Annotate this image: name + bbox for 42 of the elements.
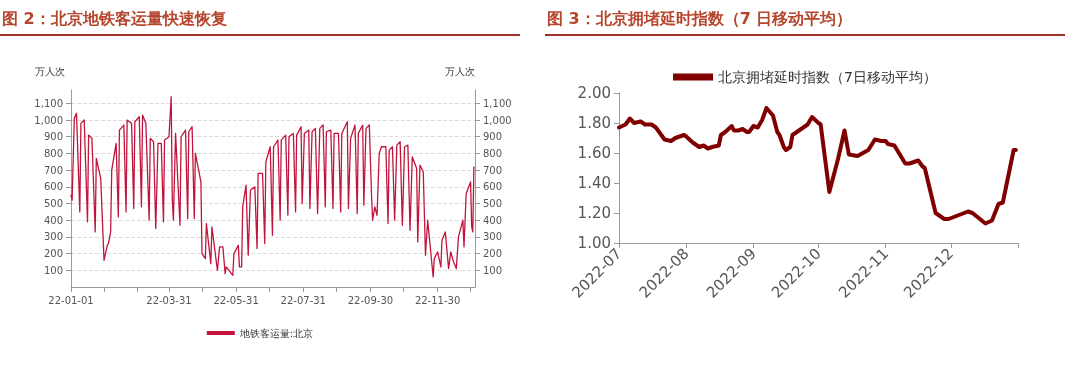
x-tick-label: 22-01-01: [48, 294, 94, 306]
x-tick-label: 22-03-31: [146, 294, 192, 306]
y-tick-label: 200: [43, 248, 63, 260]
x-tick-label: 22-05-31: [213, 294, 259, 306]
y-tick-label: 1.20: [577, 204, 611, 222]
y-tick-label: 500: [43, 198, 63, 210]
chart-title: 图 2：北京地铁客运量快速恢复: [0, 6, 520, 36]
y-tick-label: 1.40: [577, 174, 611, 192]
y-tick-label: 800: [43, 147, 63, 159]
y-tick-label: 1.60: [577, 144, 611, 162]
y2-tick-label: 400: [483, 214, 503, 226]
legend-label: 地铁客运量:北京: [238, 327, 314, 339]
y-tick-label: 300: [43, 231, 63, 243]
y-tick-label: 600: [43, 181, 63, 193]
y-tick-label: 1.00: [577, 234, 611, 252]
x-tick-label: 22-09-30: [347, 294, 394, 306]
legend-label: 北京拥堵延时指数（7日移动平均）: [718, 69, 937, 85]
y2-tick-label: 200: [483, 248, 503, 260]
y-tick-label: 900: [43, 131, 63, 143]
x-tick-label: 22-07-31: [280, 294, 326, 306]
line-series: [70, 96, 475, 278]
y2-tick-label: 700: [483, 164, 503, 176]
x-tick-label: 22-11-30: [414, 294, 461, 306]
chart-title: 图 3：北京拥堵延时指数（7 日移动平均）: [545, 6, 1065, 36]
y2-tick-label: 100: [483, 264, 503, 276]
y2-tick-label: 300: [483, 231, 503, 243]
y-tick-label: 100: [43, 264, 63, 276]
y-tick-label: 2.00: [577, 84, 611, 102]
y-tick-label: 1.80: [577, 114, 611, 132]
y2-tick-label: 500: [483, 198, 503, 210]
y-tick-label: 400: [43, 214, 63, 226]
y2-tick-label: 1,100: [483, 97, 512, 109]
line-series: [617, 106, 1018, 226]
y-tick-label: 700: [43, 164, 63, 176]
y-axis-title: 万人次: [35, 65, 65, 77]
y-tick-label: 1,100: [34, 97, 63, 109]
y-tick-label: 1,000: [34, 114, 63, 126]
y2-axis-title: 万人次: [445, 65, 475, 77]
y2-tick-label: 800: [483, 147, 503, 159]
y2-tick-label: 600: [483, 181, 503, 193]
y2-tick-label: 900: [483, 131, 503, 143]
y2-tick-label: 1,000: [483, 114, 512, 126]
